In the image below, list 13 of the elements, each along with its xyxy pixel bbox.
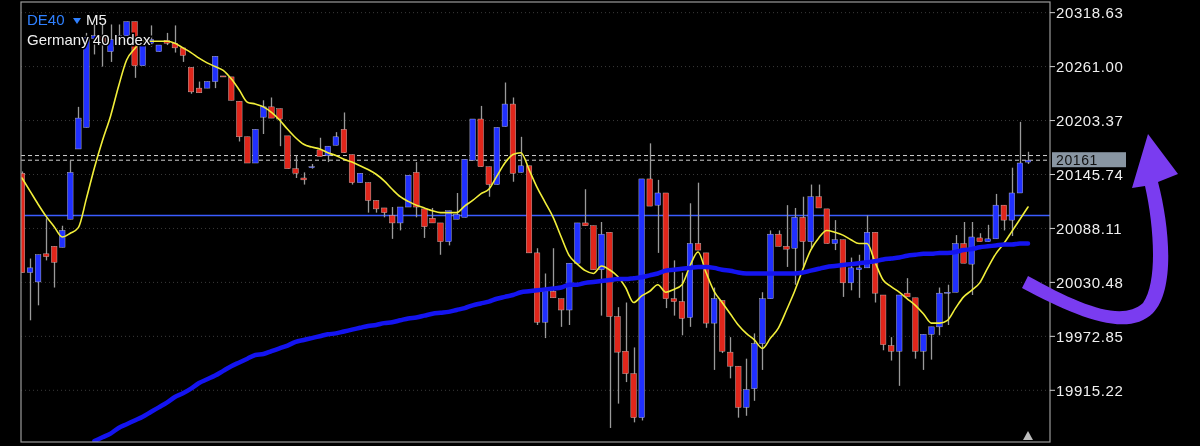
line-series: [92, 241, 1031, 442]
y-tick-label: 20203.37: [1056, 111, 1124, 129]
y-tick-label: 20261.00: [1056, 57, 1124, 75]
y-tick-label: 19915.22: [1056, 381, 1124, 399]
y-tick-label: 19972.85: [1056, 327, 1124, 345]
annotation: M5: [86, 11, 107, 29]
text: DE40: [27, 11, 65, 29]
candlestick: [695, 182, 702, 251]
candlestick: [855, 254, 862, 299]
y-tick-label: 20088.11: [1056, 219, 1123, 237]
candlestick: [27, 257, 34, 321]
y-tick-label: 20318.63: [1056, 3, 1124, 21]
y-tick-label: 20030.48: [1056, 273, 1124, 291]
